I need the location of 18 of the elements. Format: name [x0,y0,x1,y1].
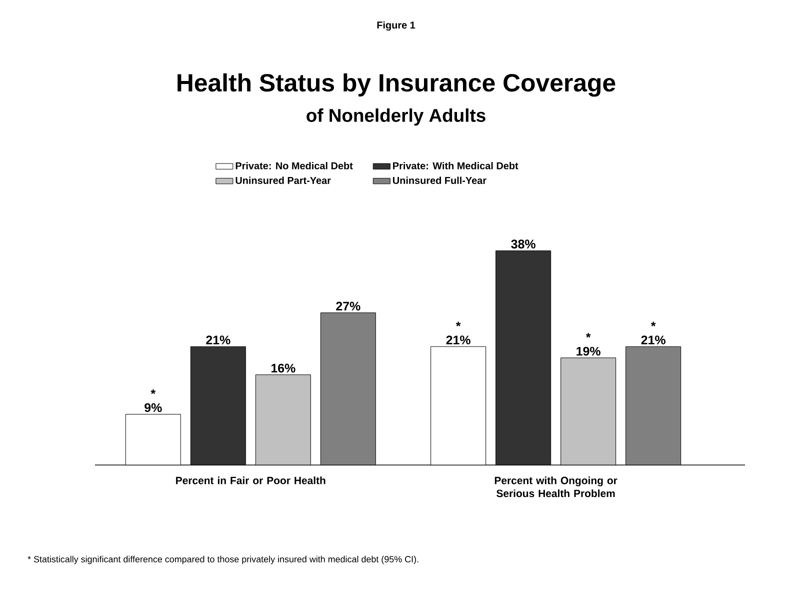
data-label: 16% [271,364,296,373]
legend-label: Private: With Medical Debt [393,162,518,170]
data-label: * 21% [446,322,470,344]
data-label: * 9% [144,389,162,412]
data-label: 38% [511,240,536,248]
data-label: 27% [336,302,360,311]
data-label: * 21% [641,322,666,344]
x-tick-label: Percent with Ongoing or Serious Health Problem [494,476,618,498]
x-tick-label: Percent in Fair or Poor Health [176,476,326,484]
chart-subtitle: of Nonelderly Adults [306,108,486,126]
caption: Figure 1 [377,21,416,31]
legend-label: Private: No Medical Debt [236,162,353,170]
data-label: 21% [206,336,230,344]
legend-label: Uninsured Part-Year [236,176,331,184]
legend-label: Uninsured Full-Year [392,176,486,184]
data-label: * 19% [576,333,600,356]
chart-title: Health Status by Insurance Coverage [178,73,616,97]
text: * Statistically significant difference compared to those privately insured with medical debt (95% CI). [28,556,418,564]
